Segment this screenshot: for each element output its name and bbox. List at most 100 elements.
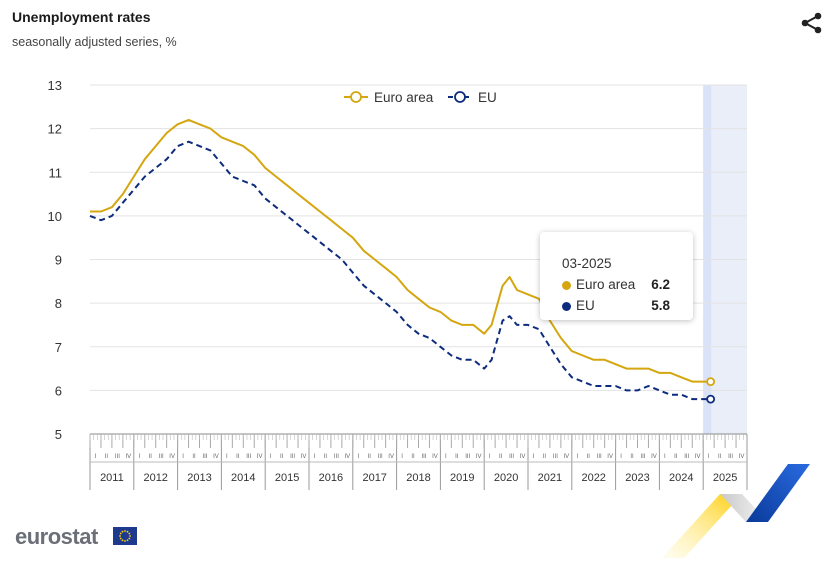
quarter-label: II	[587, 454, 591, 460]
tooltip-label: Euro area	[576, 277, 636, 292]
quarter-label: II	[411, 454, 415, 460]
year-label: 2024	[669, 472, 693, 484]
chart-title: Unemployment rates	[12, 9, 151, 25]
tooltip-row-euro-area: Euro area 6.2	[562, 277, 682, 295]
quarter-label: I	[138, 454, 140, 460]
quarter-label: IV	[607, 454, 613, 460]
y-tick-label: 8	[55, 296, 62, 311]
y-tick-label: 9	[55, 253, 62, 268]
year-label: 2018	[406, 472, 430, 484]
quarter-label: I	[445, 454, 447, 460]
y-tick-label: 6	[55, 383, 62, 398]
quarter-label: I	[270, 454, 272, 460]
quarter-label: III	[246, 454, 251, 460]
quarter-label: I	[226, 454, 228, 460]
quarter-label: IV	[388, 454, 394, 460]
year-label: 2019	[450, 472, 474, 484]
legend-marker	[454, 91, 466, 103]
quarter-label: II	[236, 454, 240, 460]
quarter-label: III	[290, 454, 295, 460]
quarter-label: I	[533, 454, 535, 460]
year-label: 2014	[231, 472, 255, 484]
quarter-label: II	[324, 454, 328, 460]
quarter-label: IV	[125, 454, 131, 460]
quarter-label: III	[553, 454, 558, 460]
quarter-label: IV	[169, 454, 175, 460]
last-point-marker	[706, 377, 716, 387]
tooltip-label: EU	[576, 298, 595, 313]
year-label: 2012	[143, 472, 167, 484]
quarter-label: III	[728, 454, 733, 460]
quarter-label: I	[576, 454, 578, 460]
quarter-label: I	[620, 454, 622, 460]
year-label: 2017	[362, 472, 386, 484]
quarter-label: I	[708, 454, 710, 460]
y-tick-label: 12	[48, 122, 62, 137]
quarter-label: III	[684, 454, 689, 460]
quarter-label: I	[664, 454, 666, 460]
tooltip-row-eu: EU 5.8	[562, 298, 682, 316]
quarter-label: III	[115, 454, 120, 460]
quarter-label: II	[368, 454, 372, 460]
quarter-label: II	[630, 454, 634, 460]
quarter-label: I	[357, 454, 359, 460]
legend-marker	[350, 91, 362, 103]
legend-label: EU	[478, 90, 497, 105]
year-label: 2016	[319, 472, 343, 484]
year-label: 2020	[494, 472, 518, 484]
quarter-label: IV	[213, 454, 219, 460]
share-icon[interactable]	[800, 12, 824, 34]
euro-area-dot-icon	[562, 281, 571, 290]
chart-subtitle: seasonally adjusted series, %	[12, 35, 177, 49]
quarter-label: II	[149, 454, 153, 460]
data-tooltip: 03-2025 Euro area 6.2 EU 5.8	[540, 232, 693, 320]
legend-label: Euro area	[374, 90, 434, 105]
quarter-label: IV	[695, 454, 701, 460]
quarter-label: III	[378, 454, 383, 460]
quarter-label: II	[280, 454, 284, 460]
quarter-label: I	[95, 454, 97, 460]
quarter-label: I	[182, 454, 184, 460]
year-label: 2011	[100, 472, 124, 484]
quarter-label: IV	[476, 454, 482, 460]
eu-flag-icon	[113, 527, 137, 545]
y-tick-label: 10	[48, 209, 62, 224]
tooltip-date: 03-2025	[562, 256, 612, 271]
quarter-label: III	[421, 454, 426, 460]
quarter-label: I	[314, 454, 316, 460]
quarter-label: IV	[301, 454, 307, 460]
quarter-label: IV	[257, 454, 263, 460]
eu-dot-icon	[562, 302, 571, 311]
quarter-label: II	[718, 454, 722, 460]
eurostat-chevron-icon	[660, 462, 820, 562]
year-label: 2023	[625, 472, 649, 484]
quarter-label: IV	[651, 454, 657, 460]
quarter-label: III	[159, 454, 164, 460]
quarter-label: III	[465, 454, 470, 460]
quarter-label: I	[489, 454, 491, 460]
quarter-label: II	[105, 454, 109, 460]
quarter-label: IV	[739, 454, 745, 460]
quarter-label: III	[640, 454, 645, 460]
quarter-label: II	[455, 454, 459, 460]
tooltip-value: 5.8	[651, 298, 670, 313]
quarter-label: I	[401, 454, 403, 460]
last-point-marker	[706, 394, 716, 404]
quarter-label: II	[499, 454, 503, 460]
series-line-euro-area	[90, 118, 711, 383]
quarter-label: III	[509, 454, 514, 460]
quarter-label: IV	[563, 454, 569, 460]
series-line-eu	[89, 140, 711, 401]
quarter-label: IV	[520, 454, 526, 460]
quarter-label: IV	[344, 454, 350, 460]
y-tick-label: 5	[55, 427, 62, 442]
year-label: 2013	[187, 472, 211, 484]
y-tick-label: 11	[49, 165, 63, 180]
quarter-label: II	[192, 454, 196, 460]
eurostat-logo[interactable]: eurostat	[15, 524, 98, 549]
year-label: 2015	[275, 472, 299, 484]
quarter-label: II	[674, 454, 678, 460]
year-label: 2022	[581, 472, 605, 484]
quarter-label: II	[543, 454, 547, 460]
